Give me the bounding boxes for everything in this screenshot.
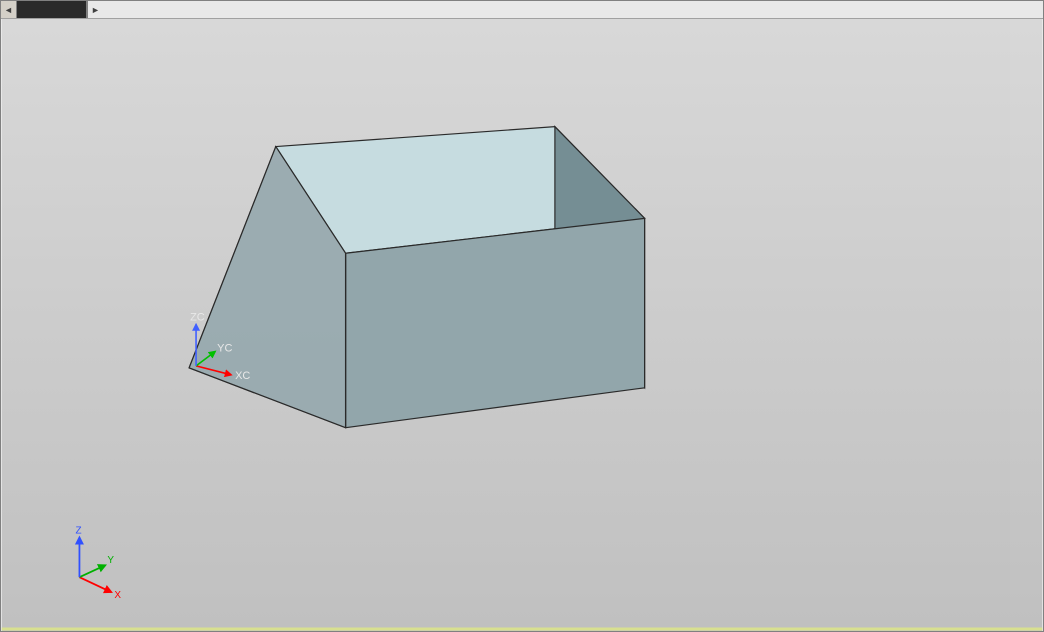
chevron-right-icon: ► [91,5,100,15]
tab-scroll-left-button[interactable]: ◄ [1,1,17,18]
tab-bar: ◄ ► [1,1,1043,19]
tab-scroll-right-button[interactable]: ► [87,1,103,18]
wcs-z-label: ZC [190,311,205,323]
triad-y-label: Y [107,555,114,566]
app-frame: ◄ ► [0,0,1044,632]
triad-x-label: X [114,590,121,601]
chevron-left-icon: ◄ [4,5,13,15]
graphics-viewport[interactable]: XC YC ZC X Y Z [1,19,1043,631]
wcs-x-label: XC [235,370,250,382]
wcs-y-label: YC [217,343,232,355]
tab-active[interactable] [17,1,87,18]
triad-z-label: Z [75,525,81,536]
viewport-svg: XC YC ZC X Y Z [1,19,1043,631]
